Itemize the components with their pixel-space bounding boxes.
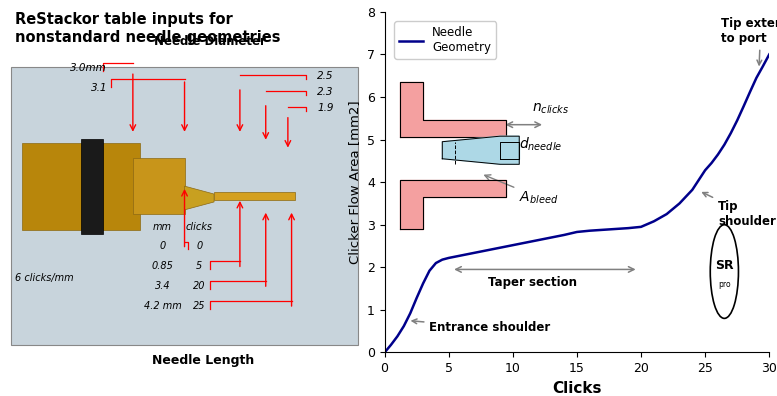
Text: Needle Diameter: Needle Diameter bbox=[154, 35, 266, 48]
Polygon shape bbox=[442, 136, 519, 164]
Polygon shape bbox=[400, 180, 507, 229]
Text: SR: SR bbox=[715, 259, 733, 272]
Text: 0.85: 0.85 bbox=[152, 261, 173, 271]
Text: pro: pro bbox=[718, 280, 730, 289]
Text: 25: 25 bbox=[193, 301, 206, 311]
Text: 4.2 mm: 4.2 mm bbox=[144, 301, 181, 311]
Bar bbox=[133, 158, 185, 214]
X-axis label: Clicks: Clicks bbox=[552, 381, 601, 396]
Text: Tip
shoulder: Tip shoulder bbox=[702, 192, 775, 228]
Text: Taper section: Taper section bbox=[487, 276, 577, 289]
Text: 2.5: 2.5 bbox=[317, 71, 334, 81]
Text: 0: 0 bbox=[196, 242, 203, 251]
Polygon shape bbox=[185, 186, 214, 210]
Text: Needle Length: Needle Length bbox=[152, 354, 254, 367]
Text: ReStackor table inputs for
nonstandard needle geometries: ReStackor table inputs for nonstandard n… bbox=[15, 12, 280, 46]
Text: 6 clicks/mm: 6 clicks/mm bbox=[15, 273, 73, 283]
Bar bbox=[11, 67, 358, 345]
Text: 5: 5 bbox=[196, 261, 203, 271]
Text: 1.9: 1.9 bbox=[317, 103, 334, 113]
Polygon shape bbox=[400, 82, 507, 137]
Polygon shape bbox=[500, 142, 519, 159]
Circle shape bbox=[710, 225, 738, 318]
Legend: Needle
Geometry: Needle Geometry bbox=[395, 21, 496, 59]
Text: Tip external
to port: Tip external to port bbox=[720, 17, 777, 65]
Text: clicks: clicks bbox=[186, 222, 213, 232]
Text: 0: 0 bbox=[159, 242, 166, 251]
Text: $d_{needle}$: $d_{needle}$ bbox=[476, 136, 563, 153]
Text: 3.4: 3.4 bbox=[155, 281, 170, 291]
Bar bbox=[214, 192, 295, 200]
Text: Entrance shoulder: Entrance shoulder bbox=[412, 319, 551, 334]
Y-axis label: Clicker Flow Area [mm2]: Clicker Flow Area [mm2] bbox=[348, 100, 361, 264]
Text: 20: 20 bbox=[193, 281, 206, 291]
Text: 2.3: 2.3 bbox=[317, 87, 334, 97]
Bar bbox=[81, 139, 103, 234]
Text: mm: mm bbox=[153, 222, 172, 232]
Text: 3.1: 3.1 bbox=[92, 83, 108, 93]
Text: $n_{clicks}$: $n_{clicks}$ bbox=[532, 102, 570, 116]
Bar bbox=[22, 143, 140, 230]
Text: 3.0mm: 3.0mm bbox=[70, 63, 107, 73]
Text: $A_{bleed}$: $A_{bleed}$ bbox=[485, 175, 559, 206]
